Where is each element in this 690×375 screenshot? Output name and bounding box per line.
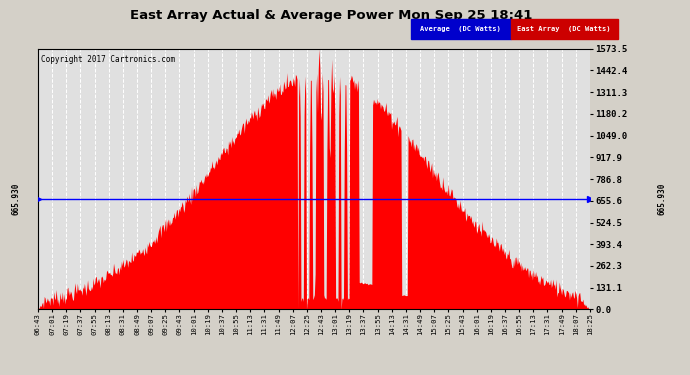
Text: Average  (DC Watts): Average (DC Watts)	[420, 26, 501, 32]
Text: 665.930: 665.930	[657, 183, 667, 215]
Text: Copyright 2017 Cartronics.com: Copyright 2017 Cartronics.com	[41, 55, 175, 64]
Text: East Array  (DC Watts): East Array (DC Watts)	[518, 26, 611, 32]
Text: 665.930: 665.930	[11, 183, 21, 215]
Text: East Array Actual & Average Power Mon Sep 25 18:41: East Array Actual & Average Power Mon Se…	[130, 9, 533, 22]
